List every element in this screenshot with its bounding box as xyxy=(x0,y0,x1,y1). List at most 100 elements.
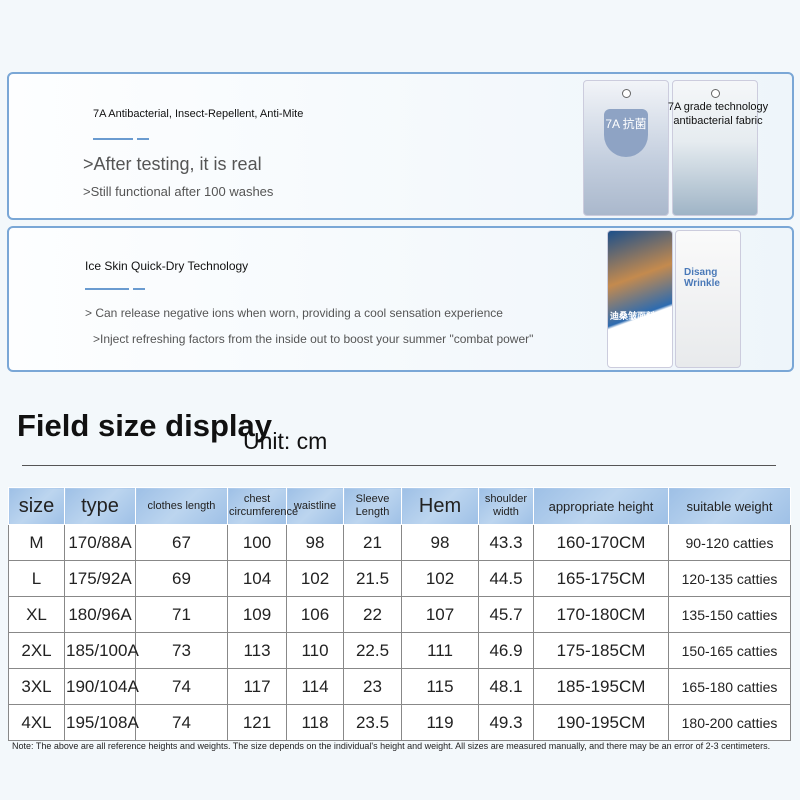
table-cell: 21.5 xyxy=(343,560,402,597)
table-cell: 150-165 catties xyxy=(668,632,791,669)
table-cell: 109 xyxy=(227,596,287,633)
table-row: XL 180/96A 71 109 106 22 107 45.7 170-180CM 135-1… xyxy=(8,596,791,633)
table-cell: 4XL xyxy=(8,704,65,741)
table-cell: 49.3 xyxy=(478,704,534,741)
shield-badge: 7A 抗菌 xyxy=(604,109,648,157)
table-row: 3XL 190/104A 74 117 114 23 115 48.1 185-195CM 165… xyxy=(8,668,791,705)
table-cell: 98 xyxy=(286,524,344,561)
tag-text: 迪桑皱面料 xyxy=(610,311,656,321)
product-tag-image: 迪桑皱面料 xyxy=(607,230,673,368)
footnote: Note: The above are all reference height… xyxy=(12,741,771,751)
table-cell: 23 xyxy=(343,668,402,705)
table-row: L 175/92A 69 104 102 21.5 102 44.5 165-175CM 120-… xyxy=(8,560,791,597)
table-cell: 185/100A xyxy=(64,632,139,669)
column-header: chest circumference xyxy=(227,487,298,525)
table-cell: 73 xyxy=(135,632,228,669)
table-cell: 74 xyxy=(135,704,228,741)
table-cell: 180/96A xyxy=(64,596,136,633)
table-cell: 160-170CM xyxy=(533,524,669,561)
table-header-row: size type clothes length chest circumferenc… xyxy=(8,487,791,525)
table-cell: 175-185CM xyxy=(533,632,669,669)
table-cell: 165-175CM xyxy=(533,560,669,597)
table-cell: 120-135 catties xyxy=(668,560,791,597)
table-cell: 180-200 catties xyxy=(668,704,791,741)
table-cell: 170/88A xyxy=(64,524,136,561)
table-cell: 43.3 xyxy=(478,524,534,561)
column-header: Hem xyxy=(401,487,479,525)
tag-caption: 7A grade technology antibacterial fabric xyxy=(667,101,769,127)
table-cell: 22.5 xyxy=(343,632,402,669)
table-cell: 110 xyxy=(286,632,344,669)
feature-subtext: >Still functional after 100 washes xyxy=(83,184,274,199)
product-tag-image: 7A 抗菌 xyxy=(583,80,669,216)
table-cell: 115 xyxy=(401,668,479,705)
table-cell: 100 xyxy=(227,524,287,561)
table-cell: 69 xyxy=(135,560,228,597)
divider xyxy=(133,288,145,290)
tag-hole xyxy=(622,89,631,98)
table-cell: 98 xyxy=(401,524,479,561)
table-cell: 90-120 catties xyxy=(668,524,791,561)
table-cell: 102 xyxy=(286,560,344,597)
product-tag-image xyxy=(672,80,758,216)
feature-line-2: >Inject refreshing factors from the insi… xyxy=(93,332,534,346)
feature-card-antibacterial: 7A Antibacterial, Insect-Repellent, Anti… xyxy=(7,72,794,220)
table-cell: 165-180 catties xyxy=(668,668,791,705)
page-title: Field size display xyxy=(17,408,272,443)
table-cell: 121 xyxy=(227,704,287,741)
feature-title: 7A Antibacterial, Insect-Repellent, Anti… xyxy=(93,108,304,120)
table-cell: 46.9 xyxy=(478,632,534,669)
table-cell: 107 xyxy=(401,596,479,633)
table-cell: 2XL xyxy=(8,632,65,669)
column-header: suitable weight xyxy=(668,487,791,525)
table-cell: 44.5 xyxy=(478,560,534,597)
table-cell: 113 xyxy=(227,632,287,669)
divider xyxy=(93,138,133,140)
table-cell: 190-195CM xyxy=(533,704,669,741)
column-header: appropriate height xyxy=(533,487,669,525)
table-cell: 74 xyxy=(135,668,228,705)
table-cell: 170-180CM xyxy=(533,596,669,633)
table-cell: 117 xyxy=(227,668,287,705)
column-header: type xyxy=(64,487,136,525)
feature-card-ice-skin: Ice Skin Quick-Dry Technology > Can rele… xyxy=(7,226,794,372)
unit-label: Unit: cm xyxy=(243,428,328,454)
column-header: Sleeve Length xyxy=(343,487,402,525)
table-cell: L xyxy=(8,560,65,597)
column-header: size xyxy=(8,487,65,525)
table-cell: 118 xyxy=(286,704,344,741)
table-cell: 22 xyxy=(343,596,402,633)
table-row: 4XL 195/108A 74 121 118 23.5 119 49.3 190-195CM 1… xyxy=(8,704,791,741)
product-tag-image: Disang Wrinkle xyxy=(675,230,741,368)
table-cell: 190/104A xyxy=(64,668,139,705)
table-cell: M xyxy=(8,524,65,561)
table-cell: 106 xyxy=(286,596,344,633)
feature-line-1: > Can release negative ions when worn, p… xyxy=(85,306,503,320)
size-table: size type clothes length chest circumferenc… xyxy=(8,487,791,741)
table-cell: 175/92A xyxy=(64,560,136,597)
feature-headline: >After testing, it is real xyxy=(83,154,262,174)
table-row: 2XL 185/100A 73 113 110 22.5 111 46.9 175-185CM 1… xyxy=(8,632,791,669)
table-cell: 71 xyxy=(135,596,228,633)
divider xyxy=(85,288,129,290)
table-cell: 104 xyxy=(227,560,287,597)
column-header: waistline xyxy=(286,487,344,525)
table-cell: 119 xyxy=(401,704,479,741)
table-cell: 67 xyxy=(135,524,228,561)
table-cell: 3XL xyxy=(8,668,65,705)
table-cell: 23.5 xyxy=(343,704,402,741)
table-cell: 185-195CM xyxy=(533,668,669,705)
table-cell: 45.7 xyxy=(478,596,534,633)
column-header: shoulder width xyxy=(478,487,534,525)
table-cell: 102 xyxy=(401,560,479,597)
divider xyxy=(137,138,149,140)
divider xyxy=(22,465,776,466)
tag-text: Disang Wrinkle xyxy=(684,267,720,289)
table-cell: 48.1 xyxy=(478,668,534,705)
table-cell: 195/108A xyxy=(64,704,139,741)
tag-hole xyxy=(711,89,720,98)
table-cell: 114 xyxy=(286,668,344,705)
table-cell: XL xyxy=(8,596,65,633)
column-header: clothes length xyxy=(135,487,228,525)
feature-title: Ice Skin Quick-Dry Technology xyxy=(85,259,249,273)
